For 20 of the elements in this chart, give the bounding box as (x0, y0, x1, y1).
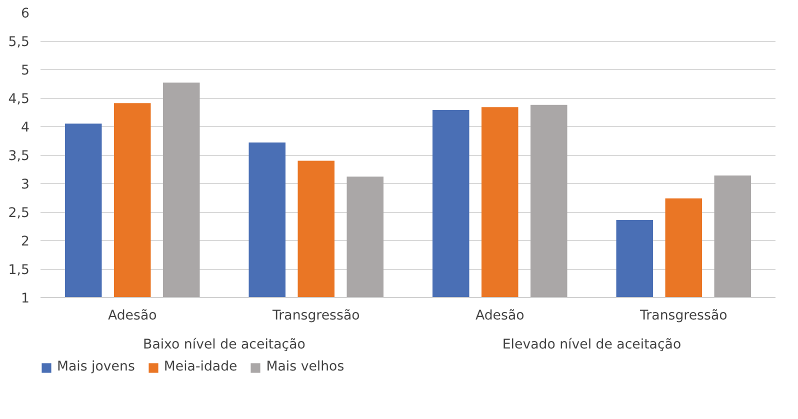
y-tick-label: 1 (21, 292, 30, 306)
y-tick-label: 4 (21, 120, 30, 136)
y-tick-label: 2 (21, 234, 30, 250)
x-tick-label: Adesão (108, 308, 157, 324)
y-tick-label: 5 (21, 64, 30, 78)
legend-label: Meia-idade (164, 360, 238, 374)
y-tick-label: 3,5 (8, 149, 30, 164)
y-tick-label: 4,5 (8, 92, 30, 107)
text: Baixo nível de aceitação (143, 338, 306, 352)
y-tick-label: 5,5 (8, 35, 30, 50)
legend-label: Mais velhos (266, 360, 344, 374)
legend-label: Mais jovens (57, 360, 135, 374)
x-tick-label: Transgressão (271, 308, 360, 324)
x-tick-label: Adesão (475, 308, 524, 324)
y-tick-label: 1,5 (8, 263, 30, 278)
text: Elevado nível de aceitação (502, 338, 682, 352)
x-tick-label: Transgressão (638, 308, 728, 324)
y-tick-label: 2,5 (8, 206, 30, 221)
y-tick-label: 6 (21, 6, 30, 22)
y-tick-label: 3 (21, 178, 30, 192)
